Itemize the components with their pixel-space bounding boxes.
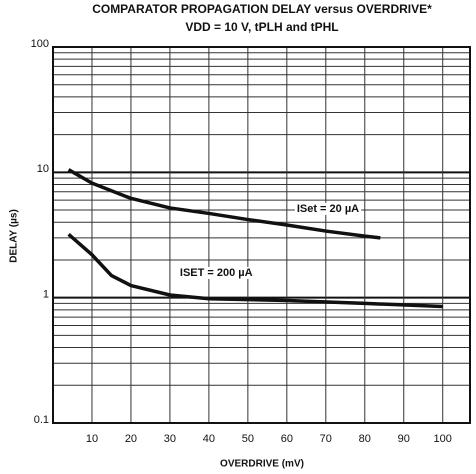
chart-title: COMPARATOR PROPAGATION DELAY versus OVER… <box>92 2 432 16</box>
x-tick-label: 70 <box>320 433 332 445</box>
x-axis-label: OVERDRIVE (mV) <box>220 459 304 470</box>
y-tick-label: 10 <box>37 163 49 175</box>
series-label-bg <box>294 202 362 215</box>
y-axis-label: DELAY (µs) <box>9 209 20 263</box>
series-label: ISET = 200 µA <box>180 267 253 279</box>
series-label: ISet = 20 µA <box>297 203 359 215</box>
series-line <box>67 233 443 309</box>
x-tick-label: 20 <box>125 433 137 445</box>
series-line <box>67 168 381 240</box>
series-label-bg <box>177 266 255 279</box>
x-tick-label: 30 <box>164 433 176 445</box>
x-tick-label: 100 <box>434 433 452 445</box>
chart-subtitle: VDD = 10 V, tPLH and tPHL <box>185 20 338 34</box>
x-tick-label: 80 <box>359 433 371 445</box>
y-tick-label: 0.1 <box>34 414 49 426</box>
x-tick-label: 50 <box>242 433 254 445</box>
plot-frame <box>52 46 471 424</box>
x-tick-label: 60 <box>281 433 293 445</box>
x-tick-label: 40 <box>203 433 215 445</box>
x-tick-label: 90 <box>398 433 410 445</box>
x-tick-label: 10 <box>86 433 98 445</box>
y-tick-label: 1 <box>43 289 49 301</box>
y-tick-label: 100 <box>31 38 49 50</box>
